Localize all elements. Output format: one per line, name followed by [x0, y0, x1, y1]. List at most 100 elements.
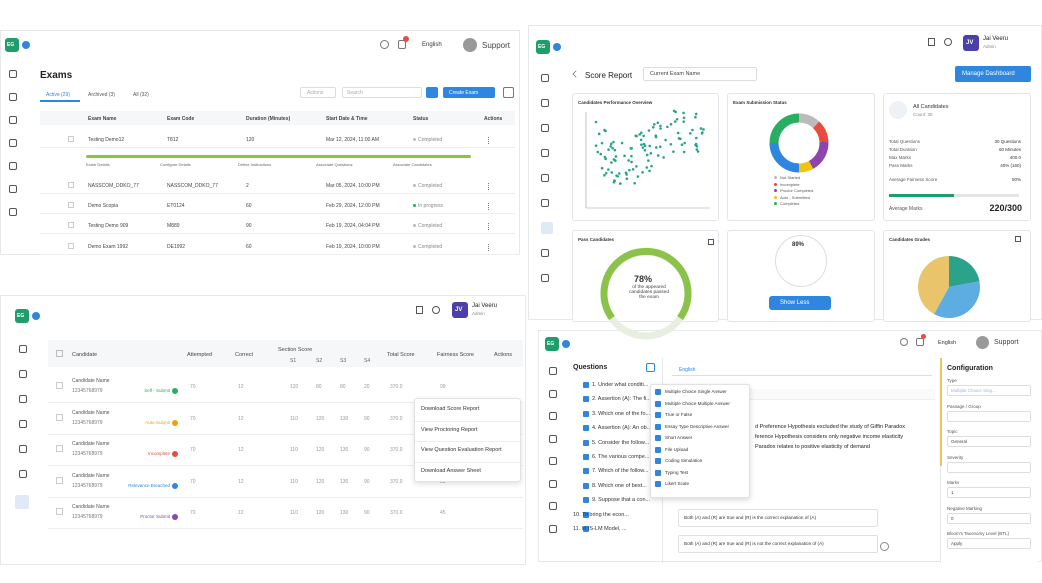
row-checkbox[interactable]	[56, 382, 63, 389]
row-checkbox[interactable]	[56, 445, 63, 452]
language-select[interactable]: English	[938, 340, 957, 346]
menu-item[interactable]: Download Score Report	[421, 406, 480, 412]
question-checkbox[interactable]	[583, 425, 589, 432]
type-option[interactable]: Multiple Choice Multiple Answer	[665, 400, 730, 406]
nav-icon[interactable]	[9, 185, 17, 193]
question-checkbox[interactable]	[583, 511, 589, 518]
actions-button[interactable]	[300, 87, 336, 98]
field-input[interactable]	[947, 385, 1031, 396]
nav-icon[interactable]	[549, 367, 557, 375]
type-option[interactable]: Likert Scale	[665, 481, 690, 486]
nav-icon[interactable]	[541, 149, 549, 157]
field-input[interactable]	[947, 512, 1031, 524]
nav-icon[interactable]	[19, 345, 27, 353]
question-checkbox[interactable]	[583, 410, 589, 417]
question-item[interactable]: 5. Consider the follow...	[592, 439, 650, 446]
type-option[interactable]: File Upload	[665, 446, 689, 452]
field-input[interactable]	[947, 538, 1031, 549]
nav-icon[interactable]	[541, 99, 549, 107]
nav-icon[interactable]	[541, 74, 549, 82]
question-checkbox[interactable]	[583, 497, 589, 504]
nav-icon[interactable]	[9, 162, 17, 170]
question-item[interactable]: 9. Suppose that a con...	[592, 497, 651, 504]
exam-select[interactable]	[643, 67, 757, 81]
nav-icon[interactable]	[541, 199, 549, 207]
support-link[interactable]: Support	[994, 339, 1019, 346]
header-checkbox[interactable]	[56, 350, 63, 357]
nav-icon[interactable]	[549, 434, 557, 443]
menu-item[interactable]: View Question Evaluation Report	[421, 447, 502, 453]
row-menu[interactable]	[488, 244, 490, 251]
question-item[interactable]: 1. Under what conditi...	[592, 382, 649, 388]
row-menu[interactable]	[488, 137, 490, 144]
question-checkbox[interactable]	[583, 526, 589, 532]
nav-icon[interactable]	[549, 457, 557, 465]
nav-icon[interactable]	[19, 470, 27, 478]
tab[interactable]: Active (29)	[46, 92, 70, 98]
nav-icon[interactable]	[19, 395, 27, 403]
type-option[interactable]: Typing Test	[665, 469, 689, 475]
nav-icon[interactable]	[9, 208, 17, 216]
nav-icon[interactable]	[549, 479, 557, 488]
nav-icon[interactable]	[19, 445, 27, 453]
language-select[interactable]: English	[422, 42, 442, 48]
nav-icon[interactable]	[541, 174, 549, 182]
search-input[interactable]	[342, 87, 422, 98]
question-item[interactable]: 8. Which one of best...	[592, 482, 647, 489]
question-checkbox[interactable]	[583, 468, 589, 475]
tab[interactable]: Archived (3)	[88, 92, 115, 98]
menu-item[interactable]: View Proctoring Report	[421, 426, 478, 433]
question-item[interactable]: 7. Which of the follow...	[592, 468, 649, 475]
nav-icon[interactable]	[19, 370, 27, 378]
menu-item[interactable]: Download Answer Sheet	[421, 467, 481, 474]
field-input[interactable]	[947, 410, 1031, 422]
nav-icon[interactable]	[9, 139, 17, 147]
nav-icon[interactable]	[541, 249, 549, 257]
row-checkbox[interactable]	[68, 243, 74, 249]
edit-icon[interactable]	[1015, 236, 1021, 242]
add-icon[interactable]	[646, 363, 655, 372]
remove-option[interactable]	[880, 542, 889, 551]
row-checkbox[interactable]	[56, 476, 63, 484]
nav-icon[interactable]	[9, 116, 17, 124]
refresh-button[interactable]	[503, 87, 514, 98]
search-button[interactable]	[426, 87, 438, 98]
type-option[interactable]: Coding Simulation	[665, 458, 703, 463]
question-item[interactable]: 6. The various compe...	[592, 454, 650, 460]
create-button[interactable]	[443, 87, 495, 98]
question-checkbox[interactable]	[583, 482, 589, 489]
question-item[interactable]: 10. To bring the econ...	[573, 511, 629, 518]
row-checkbox[interactable]	[56, 413, 63, 421]
row-checkbox[interactable]	[68, 136, 74, 142]
question-checkbox[interactable]	[583, 396, 589, 403]
row-checkbox[interactable]	[68, 182, 74, 188]
row-checkbox[interactable]	[68, 202, 74, 208]
type-option[interactable]: Multiple Choice Single Answer	[665, 389, 727, 394]
row-checkbox[interactable]	[68, 222, 74, 228]
field-input[interactable]	[947, 436, 1031, 447]
nav-icon[interactable]	[549, 389, 557, 398]
edit-icon[interactable]	[708, 239, 714, 245]
row-menu[interactable]	[488, 203, 490, 210]
nav-icon[interactable]	[549, 502, 557, 510]
nav-icon[interactable]	[9, 70, 17, 78]
question-checkbox[interactable]	[583, 439, 589, 446]
question-item[interactable]: 2. Assertion (A): The fi...	[592, 396, 651, 403]
nav-icon[interactable]	[549, 524, 557, 533]
type-option[interactable]: Essay Type Descriptive Answer	[665, 423, 729, 429]
question-item[interactable]: 3. Which one of the fo...	[592, 410, 651, 417]
question-checkbox[interactable]	[583, 454, 589, 460]
support-link[interactable]: Support	[482, 41, 511, 50]
row-checkbox[interactable]	[56, 508, 63, 515]
nav-icon[interactable]	[9, 93, 17, 101]
type-option[interactable]: True or False	[665, 412, 693, 417]
language-tab[interactable]: English	[679, 367, 696, 373]
row-menu[interactable]	[488, 223, 490, 230]
nav-icon[interactable]	[19, 420, 27, 428]
field-input[interactable]	[947, 461, 1031, 473]
nav-icon[interactable]	[549, 412, 557, 420]
field-input[interactable]	[947, 487, 1031, 498]
manage-button[interactable]	[955, 66, 1031, 82]
row-menu[interactable]	[488, 183, 490, 190]
show-less-button[interactable]	[769, 296, 831, 310]
